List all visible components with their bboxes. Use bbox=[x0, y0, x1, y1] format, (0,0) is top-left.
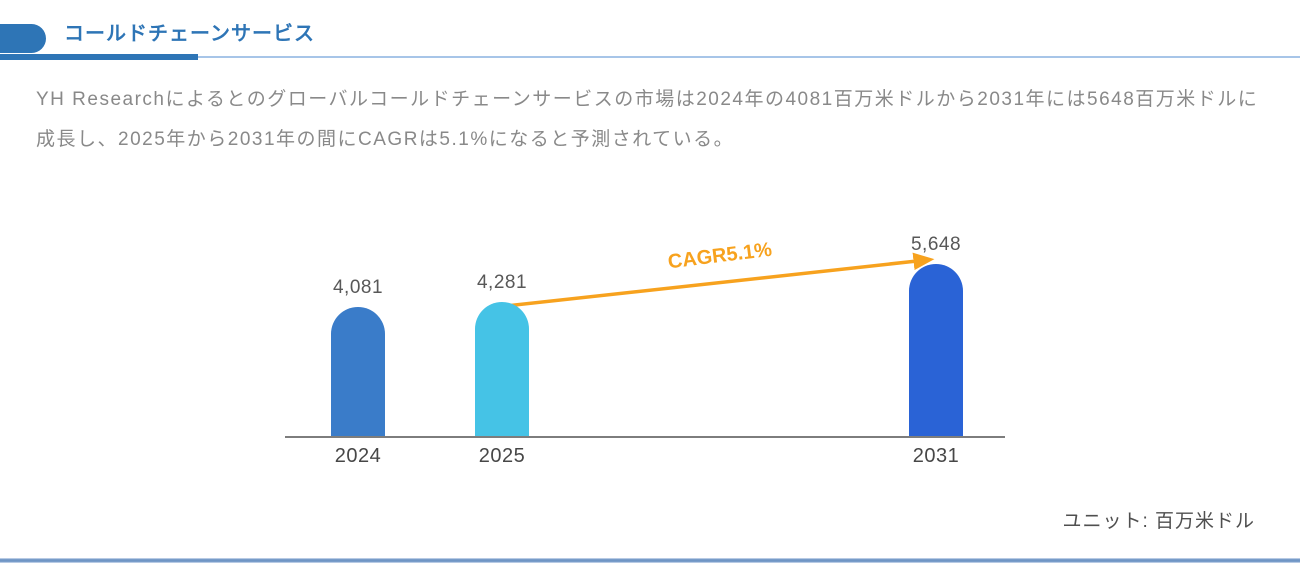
x-axis-line bbox=[285, 436, 1005, 438]
bar-2025 bbox=[475, 302, 529, 436]
summary-paragraph: YH Researchによるとのグローバルコールドチェーンサービスの市場は202… bbox=[36, 89, 1259, 150]
cagr-arrow bbox=[505, 252, 935, 308]
section-title: コールドチェーンサービス bbox=[64, 23, 315, 45]
unit-note: ユニット: 百万米ドル bbox=[1062, 511, 1255, 532]
bar-2024 bbox=[331, 307, 385, 436]
section-bullet-shape bbox=[0, 24, 46, 53]
bottom-divider bbox=[0, 558, 1300, 563]
bar-2031 bbox=[909, 264, 963, 436]
axis-label-2025: 2025 bbox=[478, 445, 526, 467]
bar-value-label-2025: 4,281 bbox=[476, 272, 528, 293]
bar-group-2025: 4,281 bbox=[442, 272, 562, 436]
bar-value-label-2031: 5,648 bbox=[910, 234, 962, 255]
axis-label-2031: 2031 bbox=[912, 445, 960, 467]
bar-group-2024: 4,081 bbox=[298, 277, 418, 436]
axis-label-2024: 2024 bbox=[334, 445, 382, 467]
bar-value-label-2024: 4,081 bbox=[332, 277, 384, 298]
title-underline-thick bbox=[0, 54, 198, 60]
title-underline-thin bbox=[198, 56, 1300, 58]
bar-group-2031: 5,648 bbox=[876, 234, 996, 436]
